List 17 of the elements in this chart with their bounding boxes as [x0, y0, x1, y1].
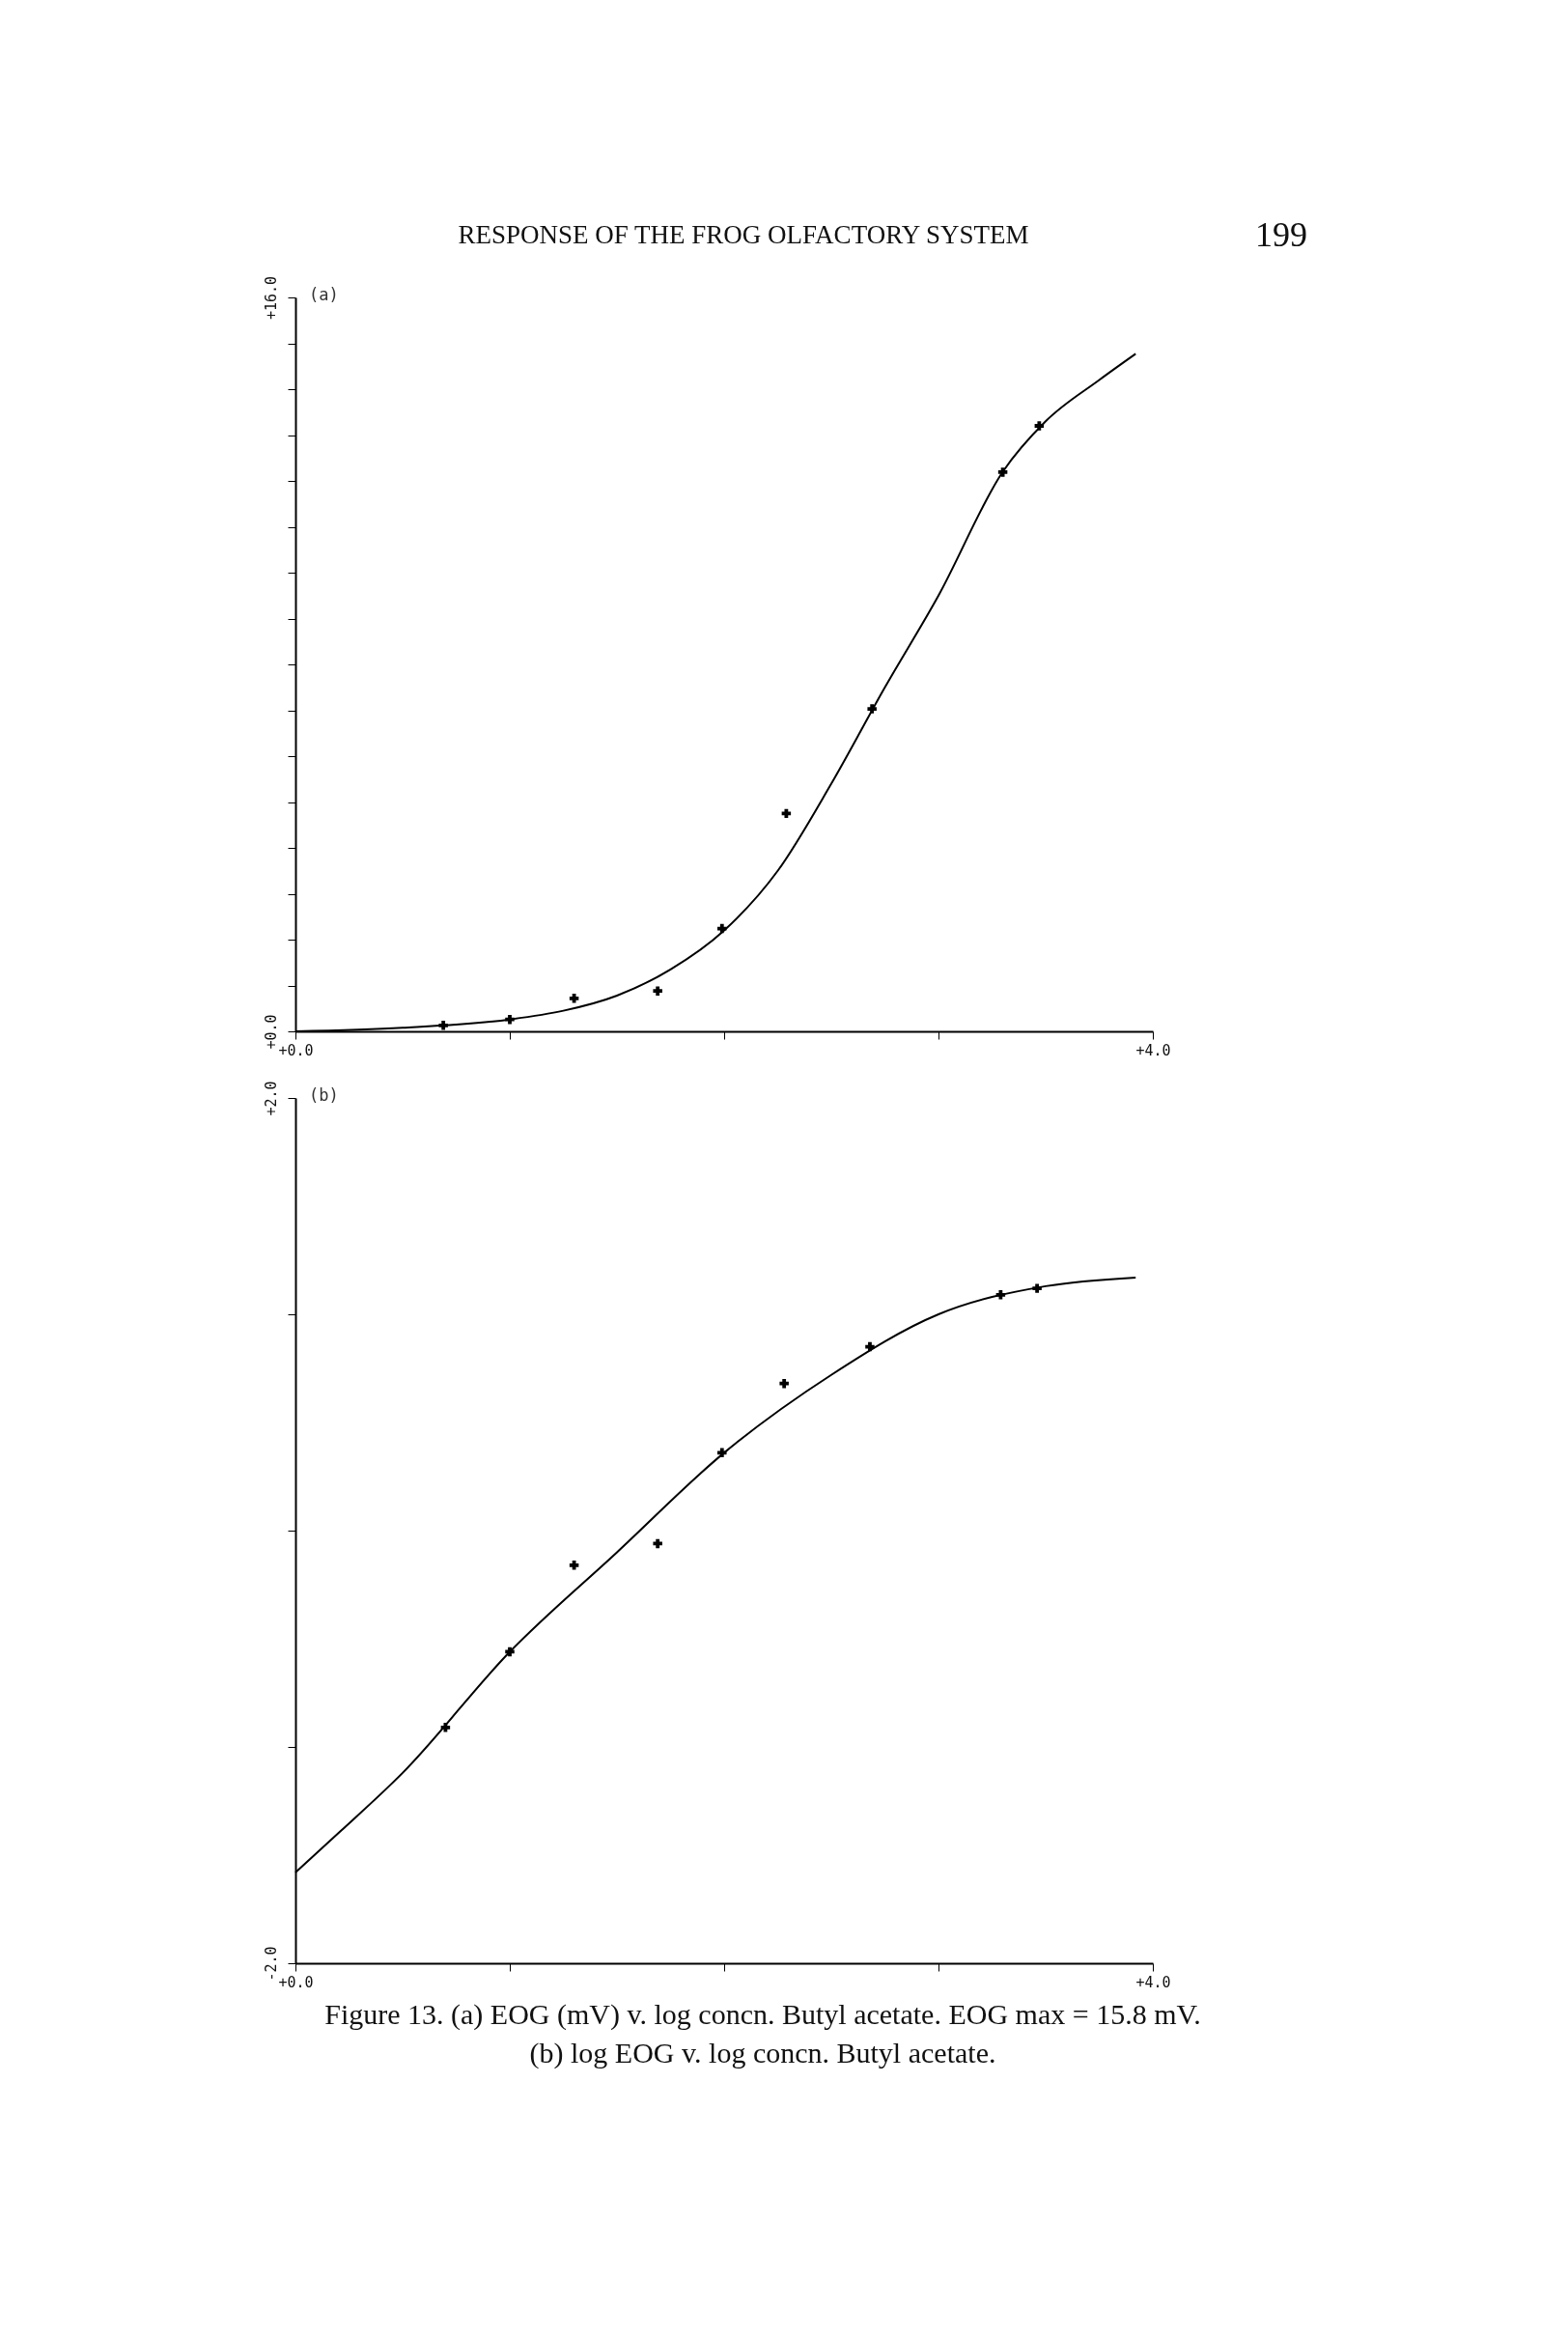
text: (b) log EOG v. log concn. Butyl acetate. — [528, 2036, 997, 2070]
text: 199 — [1255, 214, 1307, 255]
point — [569, 1561, 579, 1570]
point — [653, 1538, 662, 1549]
chart-title: (a) — [309, 285, 339, 304]
point — [569, 994, 579, 1003]
x-tick-label: +4.0 — [1135, 1041, 1171, 1059]
y-tick-label: -2.0 — [262, 1946, 280, 1982]
y-tick-label: +2.0 — [262, 1081, 280, 1116]
point — [653, 986, 662, 996]
caption: Figure 13. (a) EOG (mV) v. log concn. Butyl acetate. EOG max = 15.8 mV. — [323, 1997, 1202, 2032]
y-tick-label: +16.0 — [262, 275, 280, 321]
x-tick-label: +4.0 — [1135, 1973, 1171, 1991]
point — [781, 808, 792, 819]
chart-title: (b) — [309, 1085, 339, 1105]
point — [779, 1378, 789, 1389]
text: RESPONSE OF THE FROG OLFACTORY SYSTEM — [458, 220, 1029, 249]
